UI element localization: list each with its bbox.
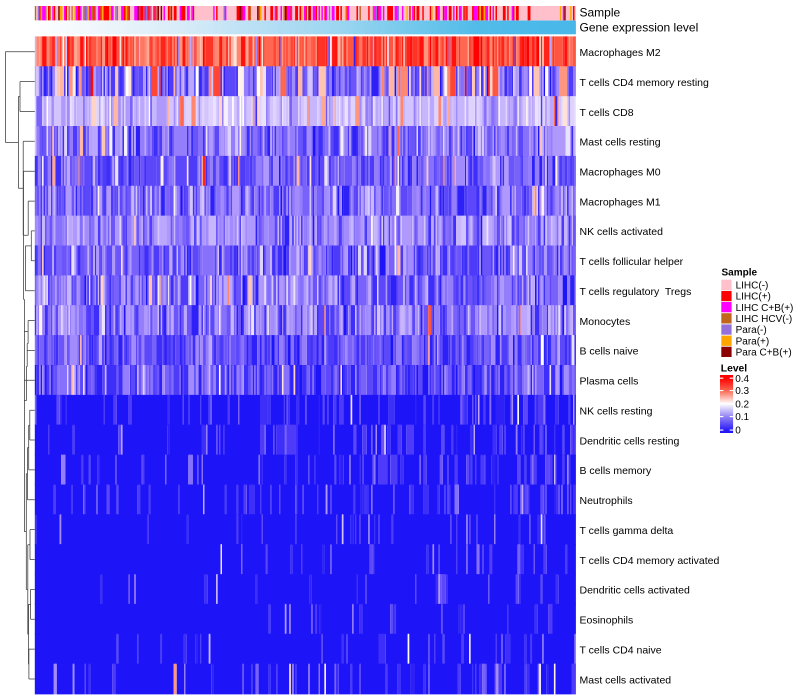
svg-text:Gene expression level: Gene expression level <box>580 21 699 35</box>
svg-text:Dendritic cells resting: Dendritic cells resting <box>580 435 680 447</box>
svg-text:B cells memory: B cells memory <box>580 465 653 477</box>
svg-text:NK cells resting: NK cells resting <box>580 406 653 418</box>
svg-text:Level: Level <box>721 364 747 375</box>
svg-text:Para(+): Para(+) <box>736 336 770 347</box>
svg-text:T cells CD4 memory resting: T cells CD4 memory resting <box>580 77 709 89</box>
svg-text:0.2: 0.2 <box>735 399 749 410</box>
svg-text:Plasma cells: Plasma cells <box>580 376 639 388</box>
svg-text:Macrophages M2: Macrophages M2 <box>580 47 661 59</box>
svg-text:T cells CD4 memory activated: T cells CD4 memory activated <box>580 555 720 567</box>
svg-text:B cells naive: B cells naive <box>580 346 639 358</box>
svg-text:0.1: 0.1 <box>735 412 749 423</box>
svg-text:0.3: 0.3 <box>735 386 749 397</box>
svg-text:T cells regulatory Tregs: T cells regulatory Tregs <box>580 286 692 298</box>
svg-text:T cells CD8: T cells CD8 <box>580 107 634 119</box>
svg-text:LIHC C+B(+): LIHC C+B(+) <box>736 303 794 314</box>
svg-text:T cells gamma delta: T cells gamma delta <box>580 525 674 537</box>
svg-text:0: 0 <box>735 426 741 437</box>
svg-text:Mast cells activated: Mast cells activated <box>580 674 672 686</box>
svg-text:Mast cells resting: Mast cells resting <box>580 137 661 149</box>
svg-text:Para(-): Para(-) <box>736 325 767 336</box>
svg-text:LIHC HCV(-): LIHC HCV(-) <box>736 314 793 325</box>
svg-text:LIHC(-): LIHC(-) <box>736 280 769 291</box>
svg-text:T cells CD4 naive: T cells CD4 naive <box>580 644 662 656</box>
svg-text:0.4: 0.4 <box>735 374 749 385</box>
svg-text:Neutrophils: Neutrophils <box>580 495 633 507</box>
svg-text:Eosinophils: Eosinophils <box>580 615 634 627</box>
svg-text:Macrophages M0: Macrophages M0 <box>580 167 661 179</box>
svg-text:Para C+B(+): Para C+B(+) <box>736 348 792 359</box>
svg-text:Sample: Sample <box>722 267 758 278</box>
svg-text:Dendritic cells activated: Dendritic cells activated <box>580 585 690 597</box>
svg-text:Sample: Sample <box>580 6 621 20</box>
svg-text:Monocytes: Monocytes <box>580 316 631 328</box>
svg-text:LIHC(+): LIHC(+) <box>736 292 771 303</box>
svg-text:NK cells activated: NK cells activated <box>580 226 664 238</box>
svg-text:T cells follicular helper: T cells follicular helper <box>580 256 684 268</box>
svg-text:Macrophages M1: Macrophages M1 <box>580 196 661 208</box>
